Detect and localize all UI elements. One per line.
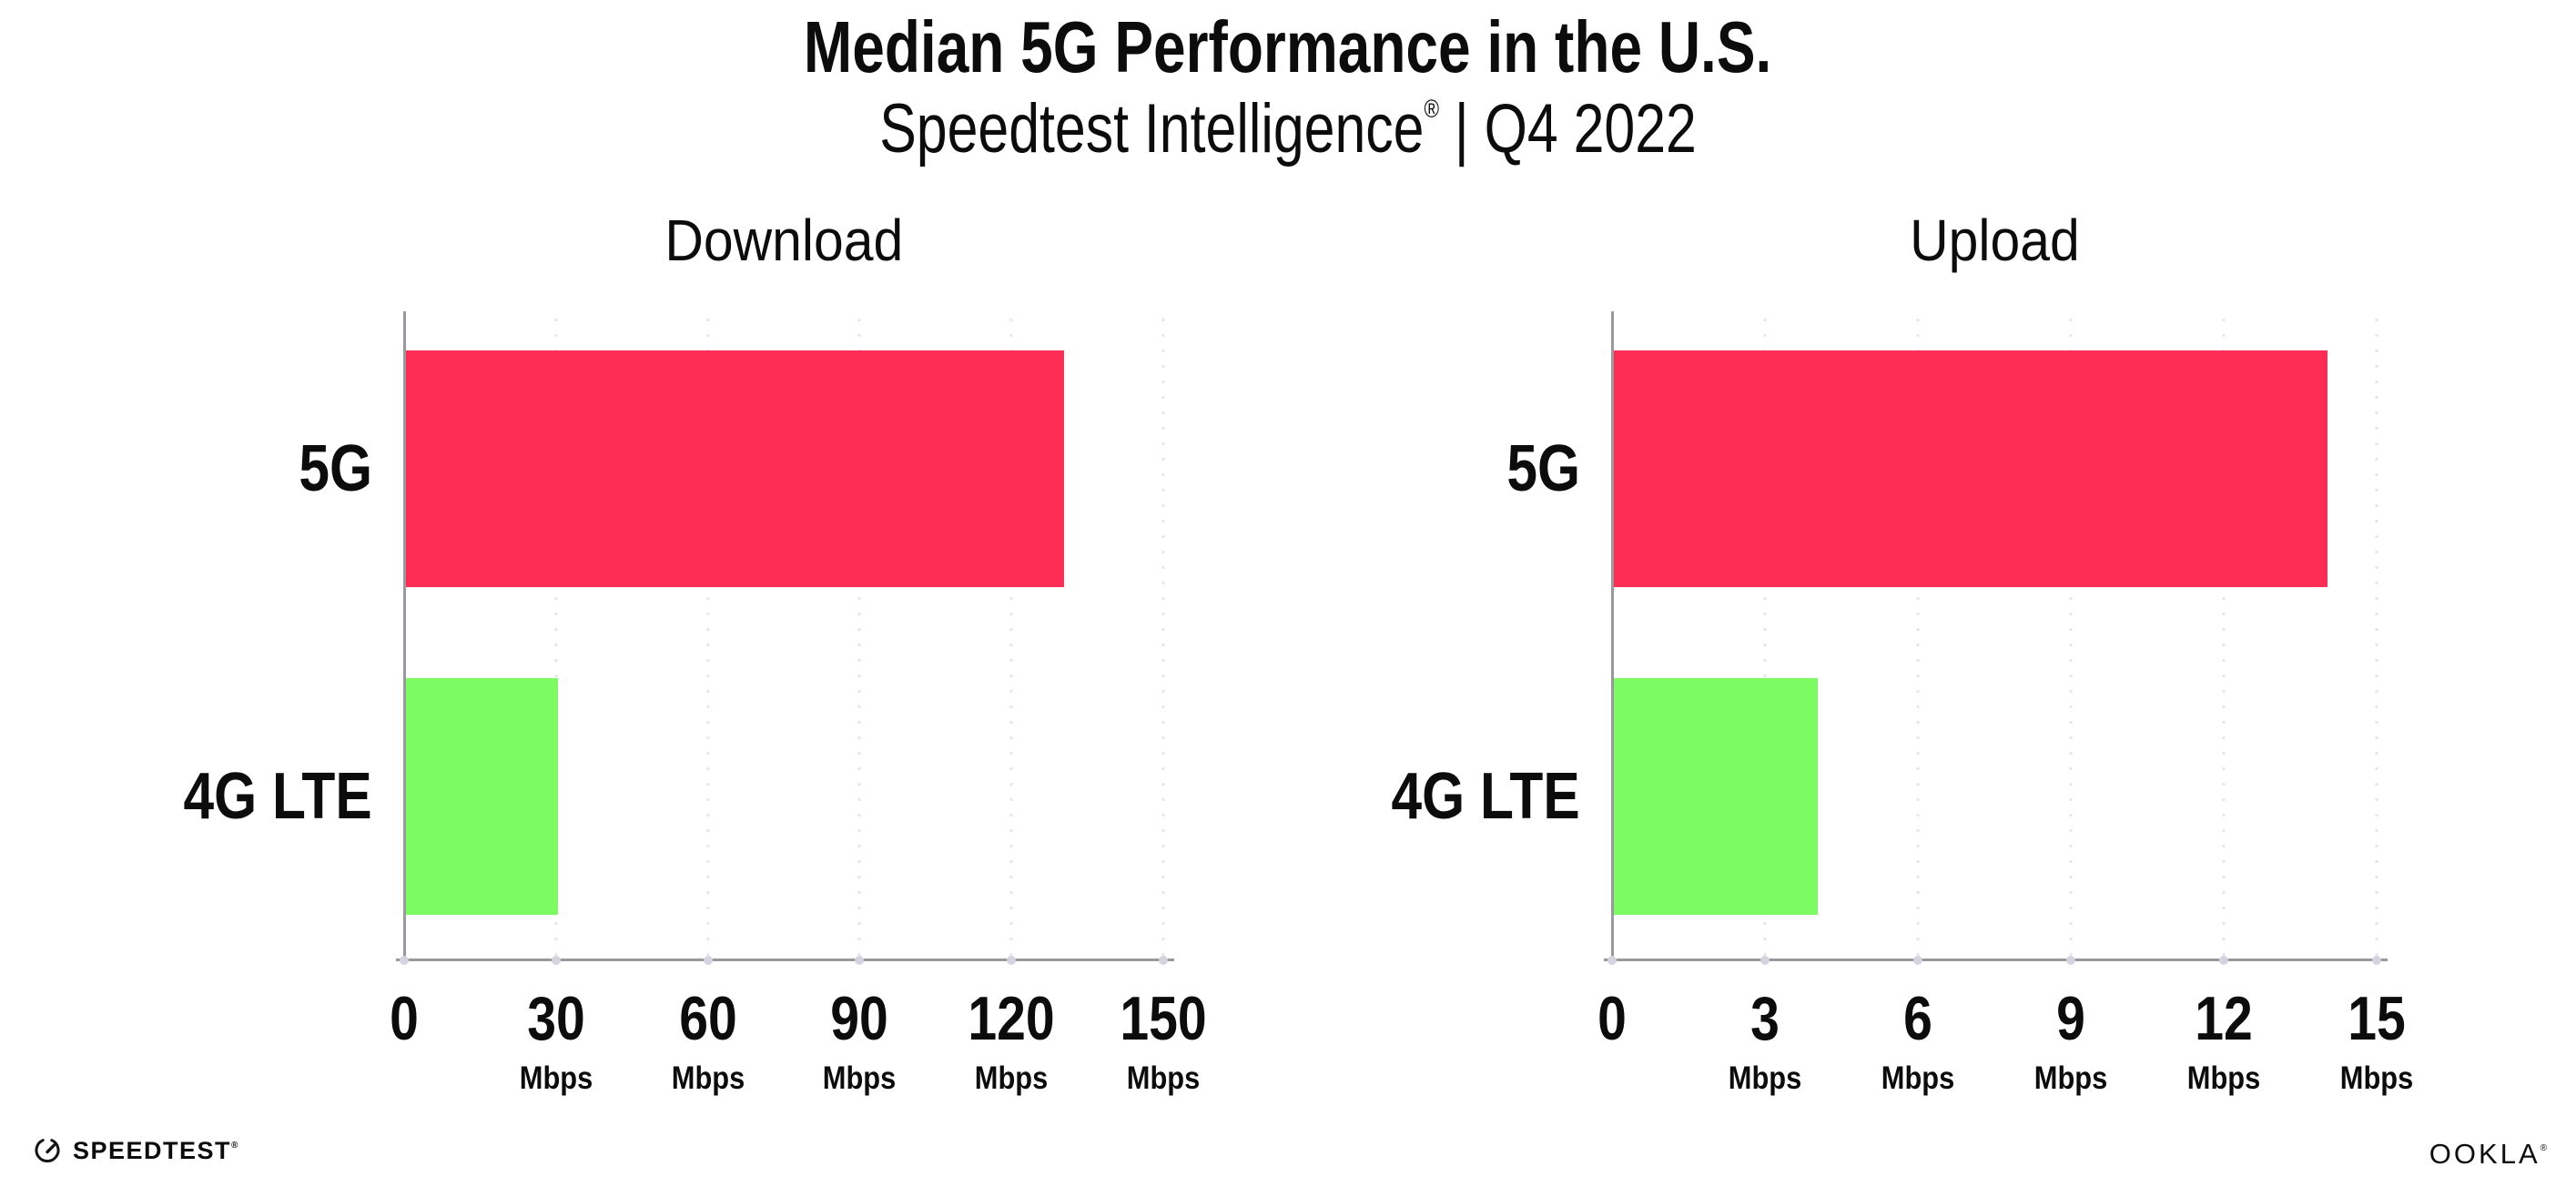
- tick-unit-120: Mbps: [974, 1060, 1049, 1096]
- tick-dot-15: [2372, 956, 2381, 965]
- gridline-60: [706, 319, 710, 960]
- x-axis: [396, 959, 1174, 961]
- gridline-30: [554, 319, 558, 960]
- tick-label-9: 9: [2056, 984, 2085, 1053]
- subtitle-brand: Speedtest Intelligence: [879, 90, 1425, 167]
- tick-dot-60: [703, 956, 713, 965]
- tick-unit-12: Mbps: [2186, 1060, 2261, 1096]
- tick-dot-90: [855, 956, 865, 965]
- tick-dot-6: [1913, 956, 1922, 965]
- tick-dot-9: [2066, 956, 2075, 965]
- tick-label-3: 3: [1750, 984, 1780, 1053]
- gridline-15: [2375, 319, 2378, 960]
- speedtest-logo: SPEEDTEST®: [33, 1136, 238, 1165]
- gridline-12: [2222, 319, 2226, 960]
- tick-unit-6: Mbps: [1881, 1060, 1955, 1096]
- tick-unit-150: Mbps: [1126, 1060, 1201, 1096]
- bar-4g-lte-download: [406, 678, 558, 915]
- tick-label-120: 120: [968, 984, 1055, 1053]
- speedtest-gauge-icon: [35, 1139, 60, 1163]
- upload-plot: 5G 4G LTE 0 3 Mbps 6 Mbps 9 Mbps 12 Mbps 15 Mbps: [1392, 311, 2413, 1094]
- tick-dot-0: [1607, 956, 1617, 965]
- tick-label-0: 0: [390, 984, 419, 1053]
- page-subtitle-text: Speedtest Intelligence® | Q4 2022: [879, 91, 1697, 167]
- gridline-6: [1916, 319, 1920, 960]
- bar-5g-download: [406, 350, 1064, 587]
- tick-dot-150: [1159, 956, 1168, 965]
- tick-label-15: 15: [2348, 984, 2406, 1053]
- tick-label-150: 150: [1120, 984, 1207, 1053]
- page-title-text: Median 5G Performance in the U.S.: [804, 6, 1772, 87]
- tick-unit-90: Mbps: [823, 1060, 897, 1096]
- page-subtitle: Speedtest Intelligence® | Q4 2022: [0, 91, 2576, 167]
- tick-label-12: 12: [2195, 984, 2253, 1053]
- tick-label-30: 30: [527, 984, 585, 1053]
- tick-label-60: 60: [678, 984, 737, 1053]
- y-axis: [403, 311, 406, 961]
- tick-label-0: 0: [1597, 984, 1627, 1053]
- tick-unit-60: Mbps: [671, 1060, 745, 1096]
- gridline-90: [857, 319, 861, 960]
- ookla-wordmark: OOKLA®: [2429, 1138, 2547, 1170]
- tick-dot-120: [1007, 956, 1017, 965]
- category-label-5g: 5G: [1506, 432, 1580, 505]
- tick-dot-12: [2219, 956, 2228, 965]
- tick-label-6: 6: [1903, 984, 1932, 1053]
- bar-5g-upload: [1614, 350, 2328, 587]
- y-axis: [1611, 311, 1614, 961]
- tick-dot-0: [400, 956, 409, 965]
- tick-unit-3: Mbps: [1728, 1060, 1802, 1096]
- speedtest-registered-icon: ®: [231, 1140, 238, 1151]
- gridline-9: [2069, 319, 2073, 960]
- upload-chart-title: Upload: [1909, 208, 2080, 273]
- category-label-4g-lte: 4G LTE: [1391, 760, 1580, 833]
- registered-mark-icon: ®: [1424, 95, 1439, 123]
- download-chart-title: Download: [664, 208, 903, 273]
- gridline-3: [1763, 319, 1767, 960]
- tick-dot-30: [551, 956, 561, 965]
- tick-unit-9: Mbps: [2033, 1060, 2108, 1096]
- ookla-registered-icon: ®: [2540, 1143, 2547, 1153]
- category-label-4g-lte: 4G LTE: [183, 760, 372, 833]
- tick-dot-3: [1760, 956, 1770, 965]
- gridline-150: [1161, 319, 1165, 960]
- speedtest-wordmark: SPEEDTEST®: [73, 1136, 238, 1164]
- subtitle-period: | Q4 2022: [1438, 90, 1697, 167]
- x-axis: [1604, 959, 2388, 961]
- page-title: Median 5G Performance in the U.S.: [0, 7, 2576, 87]
- bar-4g-lte-upload: [1614, 678, 1818, 915]
- tick-label-90: 90: [830, 984, 889, 1053]
- tick-unit-15: Mbps: [2339, 1060, 2414, 1096]
- gridline-120: [1009, 319, 1013, 960]
- tick-unit-30: Mbps: [519, 1060, 593, 1096]
- ookla-logo: OOKLA®: [2429, 1140, 2547, 1168]
- download-plot: 5G 4G LTE 0 30 Mbps 60 Mbps 90 Mbps 120 Mbps 150 Mbp…: [184, 311, 1207, 1094]
- category-label-5g: 5G: [299, 432, 372, 505]
